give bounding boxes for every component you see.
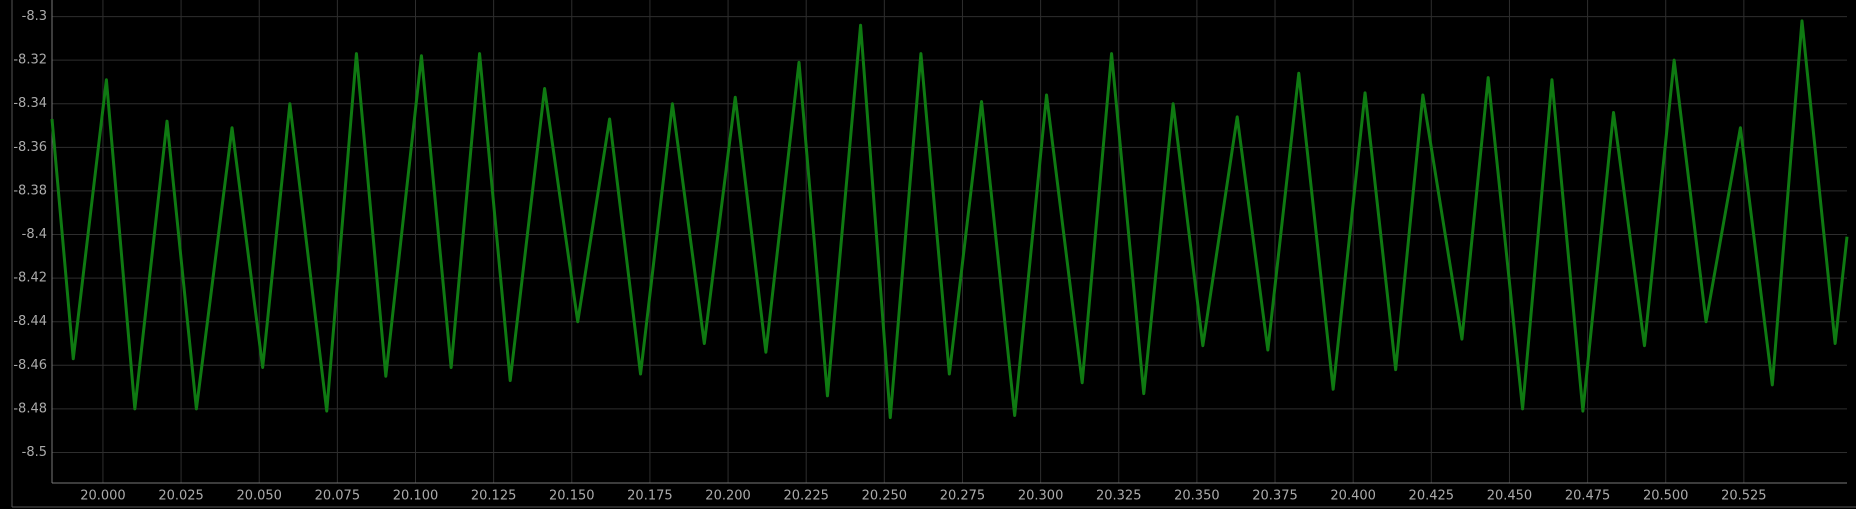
y-tick-label: -8.32 (13, 53, 47, 68)
x-tick-label: 20.225 (783, 489, 829, 504)
x-tick-label: 20.025 (158, 489, 204, 504)
x-tick-label: 20.375 (1252, 489, 1298, 504)
x-tick-label: 20.425 (1409, 489, 1455, 504)
x-tick-label: 20.125 (471, 489, 517, 504)
y-tick-label: -8.48 (13, 401, 47, 416)
y-tick-label: -8.46 (13, 358, 47, 373)
x-tick-label: 20.275 (940, 489, 986, 504)
x-tick-label: 20.100 (393, 489, 439, 504)
y-tick-label: -8.38 (13, 183, 47, 198)
y-tick-label: -8.5 (22, 445, 47, 460)
x-tick-label: 20.500 (1643, 489, 1689, 504)
x-tick-label: 20.075 (315, 489, 361, 504)
x-tick-label: 20.050 (236, 489, 282, 504)
y-tick-label: -8.4 (22, 227, 47, 242)
x-tick-label: 20.000 (80, 489, 126, 504)
x-tick-label: 20.525 (1721, 489, 1767, 504)
x-tick-label: 20.200 (705, 489, 751, 504)
y-tick-label: -8.44 (13, 314, 47, 329)
x-tick-label: 20.150 (549, 489, 595, 504)
x-tick-label: 20.350 (1174, 489, 1220, 504)
x-tick-label: 20.475 (1565, 489, 1611, 504)
x-tick-label: 20.450 (1487, 489, 1533, 504)
y-tick-label: -8.34 (13, 96, 47, 111)
data-line (50, 19, 1849, 420)
y-tick-label: -8.36 (13, 140, 47, 155)
x-tick-label: 20.325 (1096, 489, 1142, 504)
x-tick-label: 20.175 (627, 489, 673, 504)
x-tick-label: 20.300 (1018, 489, 1064, 504)
y-tick-label: -8.42 (13, 271, 47, 286)
x-tick-label: 20.400 (1330, 489, 1376, 504)
x-tick-label: 20.250 (862, 489, 908, 504)
y-tick-label: -8.3 (22, 9, 47, 24)
